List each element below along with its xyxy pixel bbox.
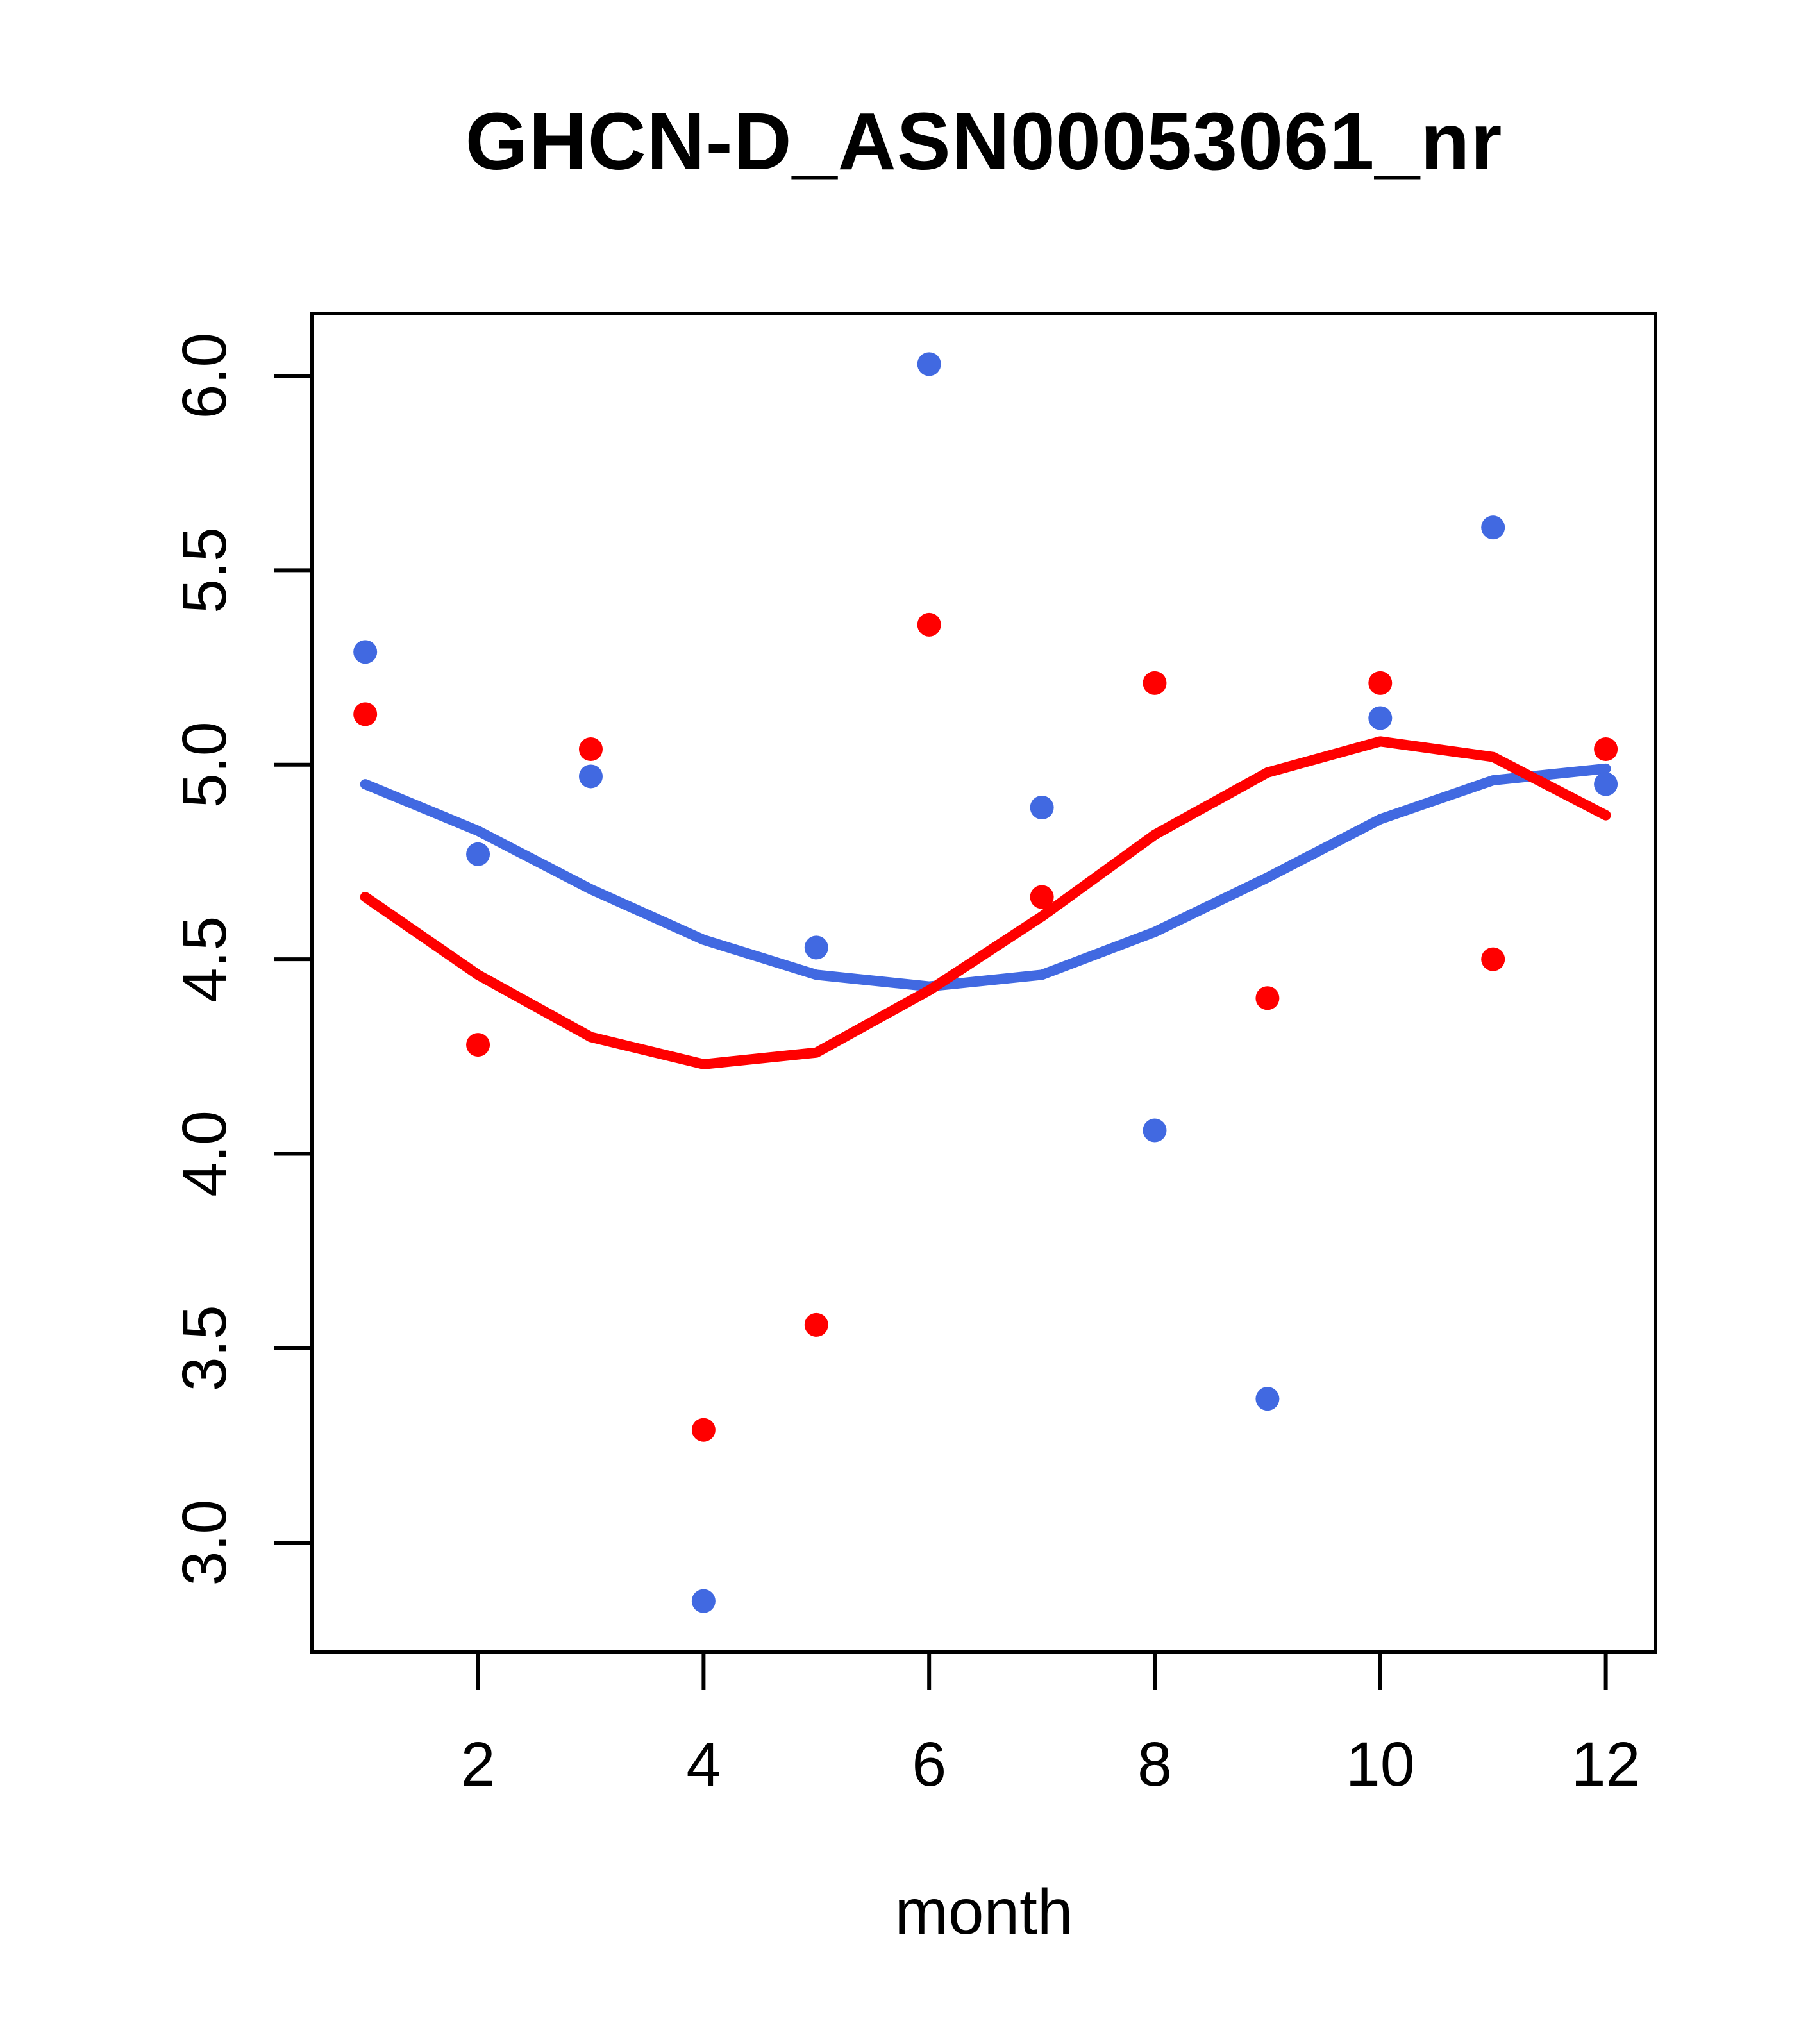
blue-point (804, 935, 828, 960)
y-tick-label: 3.0 (169, 1500, 239, 1586)
red-point (578, 737, 603, 761)
blue-point (691, 1589, 716, 1613)
blue-point (1255, 1387, 1280, 1411)
red-point (917, 612, 941, 637)
y-tick-label: 4.5 (169, 916, 239, 1003)
chart-title: GHCN-D_ASN00053061_nr (465, 96, 1503, 187)
x-tick-label: 6 (912, 1729, 946, 1799)
y-tick-label: 5.0 (169, 721, 239, 808)
red-point (353, 702, 378, 726)
x-tick-label: 2 (461, 1729, 496, 1799)
blue-point (578, 764, 603, 789)
red-point (1143, 671, 1167, 695)
blue-point (353, 640, 378, 664)
x-tick-label: 8 (1137, 1729, 1172, 1799)
blue-point (917, 352, 941, 376)
blue-point (1143, 1118, 1167, 1143)
x-tick-label: 10 (1346, 1729, 1415, 1799)
blue-point (1481, 515, 1505, 540)
red-point (1030, 885, 1054, 909)
red-point (691, 1418, 716, 1442)
blue-point (1368, 706, 1393, 730)
red-point (1255, 986, 1280, 1010)
x-axis-title: month (894, 1876, 1073, 1948)
red-smooth-line (360, 736, 1611, 1069)
x-tick-label: 4 (686, 1729, 721, 1799)
blue-point (466, 842, 490, 866)
x-tick-label: 12 (1571, 1729, 1641, 1799)
plot-box (310, 312, 1657, 1654)
red-point (466, 1033, 490, 1057)
y-tick-label: 4.0 (169, 1110, 239, 1197)
y-tick-label: 6.0 (169, 333, 239, 419)
y-tick-label: 5.5 (169, 527, 239, 614)
blue-point (1030, 795, 1054, 819)
red-point (1368, 671, 1393, 695)
red-point (1594, 737, 1618, 761)
blue-smooth-line (360, 763, 1611, 992)
red-point (1481, 947, 1505, 971)
blue-point (1594, 772, 1618, 796)
y-tick-label: 3.5 (169, 1305, 239, 1391)
red-point (804, 1312, 828, 1337)
